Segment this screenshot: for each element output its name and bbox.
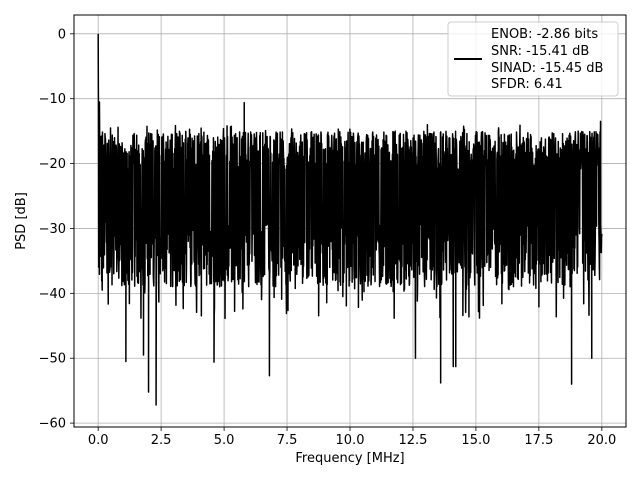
x-tick-label: 17.5: [524, 433, 553, 448]
y-tick-label: −50: [39, 352, 66, 367]
x-axis-label: Frequency [MHz]: [295, 451, 404, 466]
plot-area: [97, 33, 603, 406]
y-axis-label: PSD [dB]: [14, 192, 29, 250]
x-tick-label: 12.5: [398, 433, 427, 448]
legend-sfdr: SFDR: 6.41: [491, 77, 563, 92]
y-tick-label: −20: [39, 157, 66, 172]
x-tick-label: 5.0: [214, 433, 235, 448]
x-tick-label: 15.0: [461, 433, 490, 448]
legend-sinad: SINAD: -15.45 dB: [491, 61, 603, 76]
legend-snr: SNR: -15.41 dB: [491, 44, 589, 59]
y-tick-label: −40: [39, 287, 66, 302]
y-tick-label: −60: [39, 417, 66, 432]
x-tick-label: 20.0: [587, 433, 616, 448]
x-tick-label: 10.0: [336, 433, 365, 448]
legend-box: [447, 21, 619, 97]
y-tick-label: −30: [39, 222, 66, 237]
y-tick-label: −10: [39, 92, 66, 107]
x-tick-label: 0.0: [88, 433, 109, 448]
x-tick-label: 7.5: [277, 433, 298, 448]
x-axis-ticks: 0.0 2.5 5.0 7.5 10.0 12.5 15.0 17.5 20.0: [88, 427, 616, 448]
legend-enob: ENOB: -2.86 bits: [491, 27, 598, 42]
psd-series-line: [97, 33, 603, 406]
x-tick-label: 2.5: [151, 433, 172, 448]
y-tick-label: 0: [58, 27, 66, 42]
legend: ENOB: -2.86 bits SNR: -15.41 dB SINAD: -…: [447, 21, 619, 97]
y-axis-ticks: 0 −10 −20 −30 −40 −50 −60: [39, 27, 74, 432]
